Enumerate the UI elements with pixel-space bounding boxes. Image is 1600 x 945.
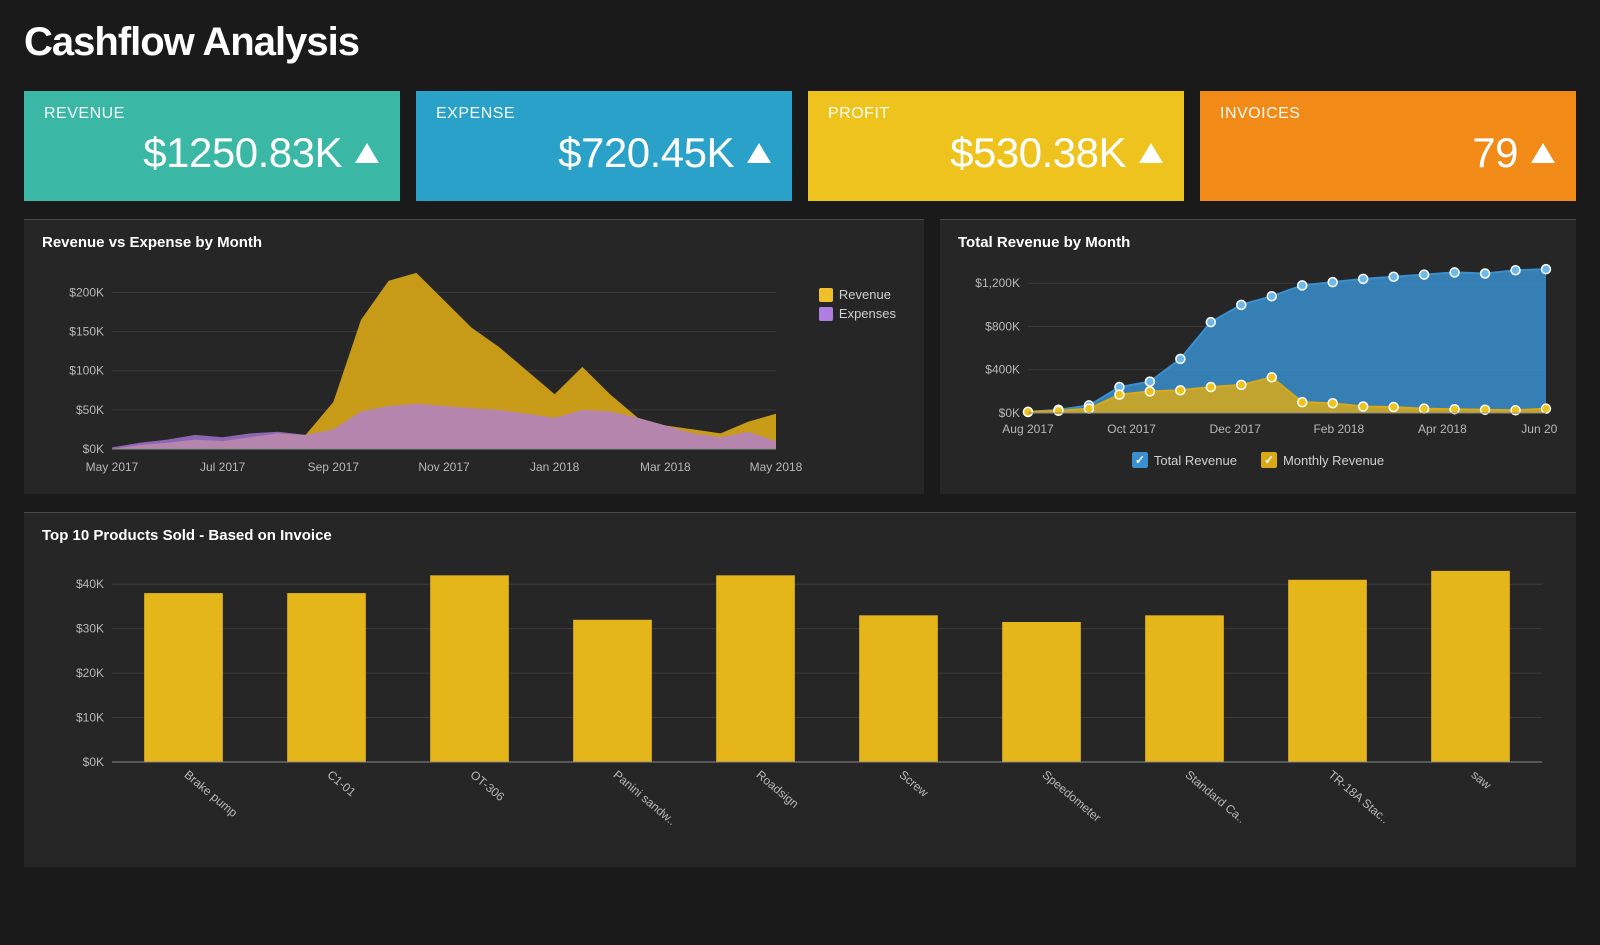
- svg-text:$1,200K: $1,200K: [975, 276, 1020, 290]
- panel-title: Total Revenue by Month: [958, 234, 1558, 251]
- legend-item-expenses[interactable]: Expenses: [819, 306, 896, 321]
- panel-total-revenue: Total Revenue by Month $0K $400K $800K $1,2…: [940, 219, 1576, 494]
- svg-text:saw: saw: [1469, 768, 1495, 793]
- chart-legend: ✓ Total Revenue ✓ Monthly Revenue: [958, 452, 1558, 472]
- svg-text:$0K: $0K: [999, 406, 1020, 420]
- svg-text:$20K: $20K: [76, 666, 104, 680]
- panel-revenue-vs-expense: Revenue vs Expense by Month $0K $50K $100K…: [24, 219, 924, 494]
- svg-text:Brake pump: Brake pump: [182, 768, 241, 821]
- panel-top-products: Top 10 Products Sold - Based on Invoice …: [24, 512, 1576, 867]
- legend-item-revenue[interactable]: Revenue: [819, 287, 896, 302]
- panel-title: Revenue vs Expense by Month: [42, 234, 906, 251]
- chart-legend: Revenue Expenses: [819, 287, 896, 325]
- kpi-value: $720.45K: [558, 129, 734, 177]
- svg-text:TR-18A Stac..: TR-18A Stac..: [1326, 768, 1392, 827]
- page-title: Cashflow Analysis: [24, 20, 1576, 65]
- kpi-card-revenue[interactable]: REVENUE $1250.83K: [24, 91, 400, 201]
- svg-text:$200K: $200K: [69, 285, 104, 299]
- trend-up-icon: [746, 141, 772, 165]
- svg-text:Jul 2017: Jul 2017: [200, 460, 246, 474]
- svg-text:$10K: $10K: [76, 711, 104, 725]
- svg-text:Oct 2017: Oct 2017: [1107, 422, 1156, 436]
- svg-text:Speedometer: Speedometer: [1040, 768, 1104, 825]
- kpi-value: $1250.83K: [143, 129, 342, 177]
- svg-text:Feb 2018: Feb 2018: [1313, 422, 1364, 436]
- bar-chart-top-products[interactable]: $0K $10K $20K $30K $40K Brake pump C1-01 OT-306…: [42, 552, 1562, 852]
- legend-label: Monthly Revenue: [1283, 453, 1384, 468]
- trend-up-icon: [354, 141, 380, 165]
- svg-text:C1-01: C1-01: [325, 768, 359, 800]
- legend-check-icon: ✓: [1261, 452, 1277, 468]
- svg-text:Aug 2017: Aug 2017: [1002, 422, 1054, 436]
- svg-text:$30K: $30K: [76, 622, 104, 636]
- panel-title: Top 10 Products Sold - Based on Invoice: [42, 527, 1558, 544]
- kpi-card-profit[interactable]: PROFIT $530.38K: [808, 91, 1184, 201]
- svg-text:$50K: $50K: [76, 403, 104, 417]
- svg-text:Sep 2017: Sep 2017: [308, 460, 360, 474]
- svg-text:$0K: $0K: [83, 755, 104, 769]
- svg-text:$100K: $100K: [69, 364, 104, 378]
- svg-text:Panini sandw..: Panini sandw..: [611, 768, 679, 828]
- kpi-value: $530.38K: [950, 129, 1126, 177]
- kpi-label: INVOICES: [1220, 105, 1556, 123]
- svg-text:May 2017: May 2017: [86, 460, 139, 474]
- legend-swatch-icon: [819, 307, 833, 321]
- svg-text:Jun 2018: Jun 2018: [1521, 422, 1558, 436]
- svg-text:$0K: $0K: [83, 442, 104, 456]
- kpi-label: EXPENSE: [436, 105, 772, 123]
- area-chart-revenue-expense[interactable]: $0K $50K $100K $150K $200K May 2017 Jul 2017 Se…: [42, 259, 906, 479]
- svg-text:$40K: $40K: [76, 577, 104, 591]
- svg-text:Standard Ca..: Standard Ca..: [1183, 768, 1249, 826]
- legend-item-total-revenue[interactable]: ✓ Total Revenue: [1132, 452, 1237, 468]
- svg-text:May 2018: May 2018: [750, 460, 803, 474]
- kpi-label: PROFIT: [828, 105, 1164, 123]
- kpi-value: 79: [1472, 129, 1518, 177]
- area-chart-total-revenue[interactable]: $0K $400K $800K $1,200K Aug 2017 Oct 2017 Dec …: [958, 259, 1558, 439]
- trend-up-icon: [1138, 141, 1164, 165]
- kpi-label: REVENUE: [44, 105, 380, 123]
- svg-text:Dec 2017: Dec 2017: [1210, 422, 1262, 436]
- svg-text:Jan 2018: Jan 2018: [530, 460, 580, 474]
- svg-text:Screw: Screw: [897, 768, 932, 800]
- trend-up-icon: [1530, 141, 1556, 165]
- svg-text:Nov 2017: Nov 2017: [418, 460, 470, 474]
- svg-text:OT-306: OT-306: [468, 768, 508, 805]
- svg-text:$400K: $400K: [985, 363, 1020, 377]
- svg-text:$800K: $800K: [985, 319, 1020, 333]
- legend-label: Expenses: [839, 306, 896, 321]
- charts-row-top: Revenue vs Expense by Month $0K $50K $100K…: [24, 219, 1576, 494]
- legend-item-monthly-revenue[interactable]: ✓ Monthly Revenue: [1261, 452, 1384, 468]
- kpi-card-expense[interactable]: EXPENSE $720.45K: [416, 91, 792, 201]
- legend-label: Total Revenue: [1154, 453, 1237, 468]
- svg-text:Mar 2018: Mar 2018: [640, 460, 691, 474]
- kpi-card-invoices[interactable]: INVOICES 79: [1200, 91, 1576, 201]
- svg-text:Apr 2018: Apr 2018: [1418, 422, 1467, 436]
- legend-check-icon: ✓: [1132, 452, 1148, 468]
- legend-label: Revenue: [839, 287, 891, 302]
- svg-text:Roadsign: Roadsign: [754, 768, 802, 811]
- svg-text:$150K: $150K: [69, 325, 104, 339]
- legend-swatch-icon: [819, 288, 833, 302]
- kpi-row: REVENUE $1250.83K EXPENSE $720.45K PROFI…: [24, 91, 1576, 201]
